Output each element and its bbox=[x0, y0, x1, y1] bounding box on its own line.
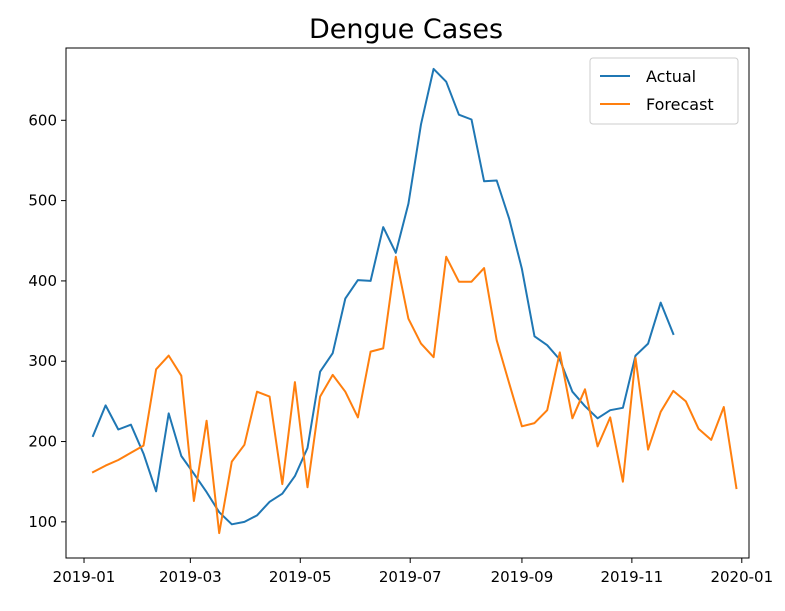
x-tick-label: 2019-01 bbox=[53, 568, 116, 586]
legend-label-forecast: Forecast bbox=[646, 95, 714, 114]
legend-box bbox=[589, 57, 739, 125]
plot-area bbox=[91, 67, 738, 535]
y-tick-label: 100 bbox=[28, 513, 57, 531]
x-tick-label: 2019-03 bbox=[159, 568, 222, 586]
y-tick-label: 300 bbox=[28, 352, 57, 370]
x-tick-label: 2019-11 bbox=[601, 568, 664, 586]
x-tick-label: 2019-09 bbox=[491, 568, 554, 586]
x-tick-label: 2019-07 bbox=[379, 568, 442, 586]
x-tick-label: 2019-05 bbox=[269, 568, 332, 586]
legend: Actual Forecast bbox=[589, 57, 739, 125]
plot-frame bbox=[65, 47, 750, 559]
legend-label-actual: Actual bbox=[646, 67, 696, 86]
y-tick-label: 500 bbox=[28, 192, 57, 210]
y-axis: 100 200 300 400 500 600 bbox=[28, 111, 66, 531]
x-axis: 2019-01 2019-03 2019-05 2019-07 2019-09 2019-… bbox=[53, 558, 773, 586]
y-tick-label: 200 bbox=[28, 433, 57, 451]
series-line-forecast bbox=[91, 255, 738, 535]
series-line-actual bbox=[91, 67, 675, 526]
y-tick-label: 400 bbox=[28, 272, 57, 290]
x-tick-label: 2020-01 bbox=[710, 568, 773, 586]
chart-title: Dengue Cases bbox=[309, 14, 503, 45]
y-tick-label: 600 bbox=[28, 111, 57, 129]
